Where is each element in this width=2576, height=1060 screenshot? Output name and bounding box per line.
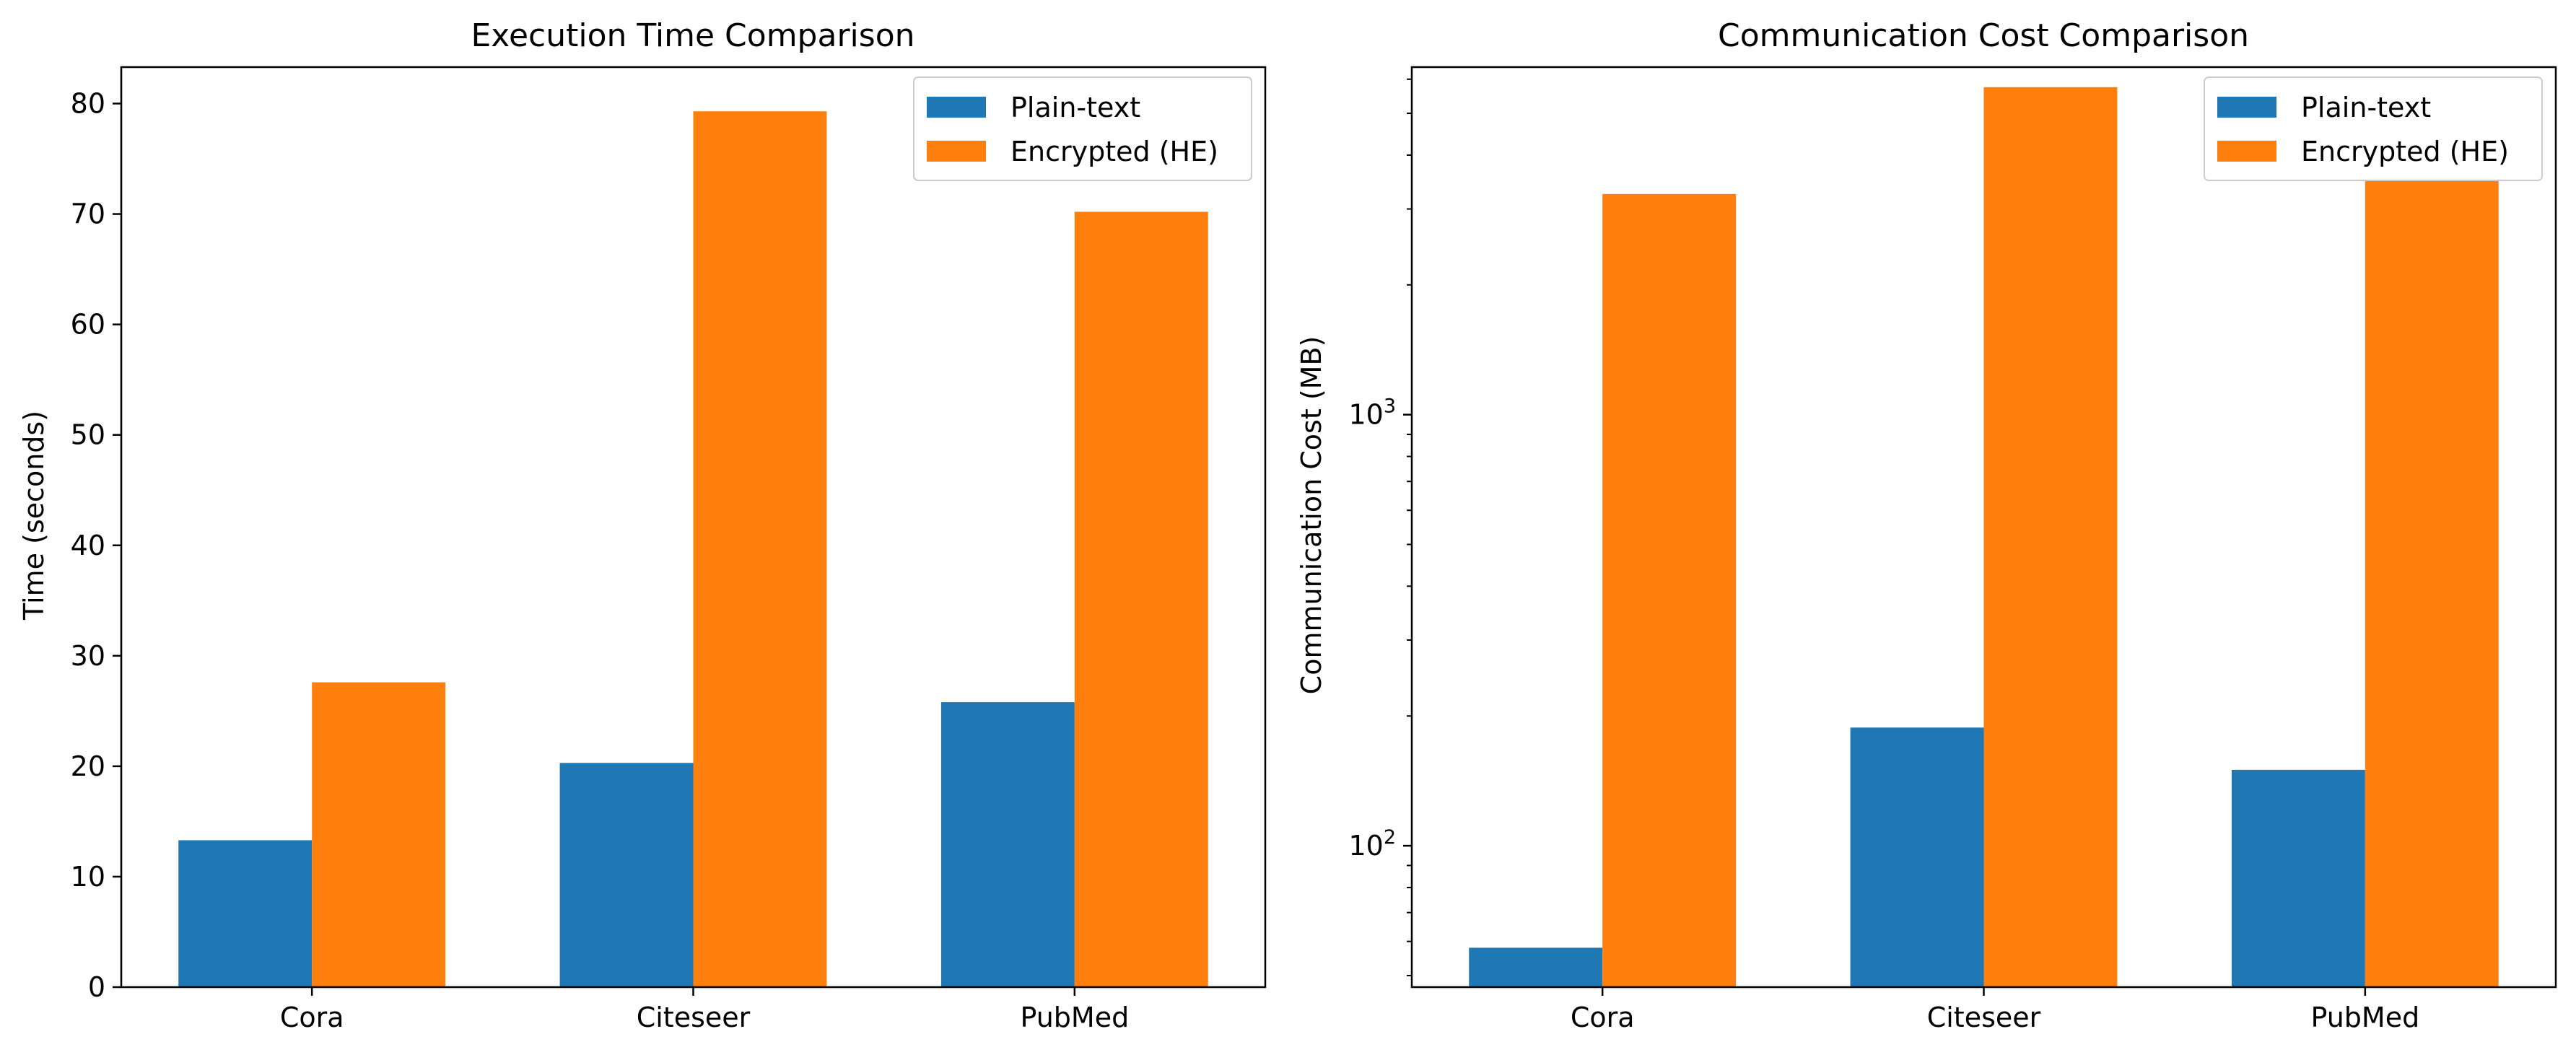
y-tick-label: 0 [88, 971, 105, 1003]
legend-label-plain-text: Plain-text [1010, 92, 1140, 123]
x-tick-label: Cora [1571, 1002, 1635, 1033]
bar-plain-text-pubmed [2231, 769, 2365, 987]
bar-plain-text-cora [178, 840, 313, 987]
x-tick-label: PubMed [2310, 1002, 2419, 1033]
legend-box [913, 76, 1252, 181]
legend-box [2204, 76, 2543, 181]
y-ticks: 0 10 20 30 40 50 60 70 80 [71, 88, 121, 1003]
bar-encrypted-he-pubmed [2365, 175, 2499, 988]
communication-cost-chart: Communication Cost Comparison Communicat… [1296, 17, 2557, 1033]
bar-plain-text-pubmed [940, 702, 1075, 987]
y-tick-label: 20 [71, 750, 105, 782]
x-tick-label: Cora [280, 1002, 344, 1033]
bar-encrypted-he-pubmed [1074, 211, 1208, 987]
plot-frame [1410, 66, 2557, 989]
bar-encrypted-he-cora [1602, 193, 1737, 987]
legend-swatch-encrypted [2217, 141, 2276, 162]
legend-swatch-encrypted [927, 141, 986, 162]
bar-encrypted-he-cora [312, 682, 446, 987]
plot-frame [120, 66, 1267, 989]
legend: Plain-text Encrypted (HE) [913, 76, 1252, 181]
y-tick-label: 50 [71, 419, 105, 451]
bars-group [1469, 87, 2499, 988]
y-axis-label: Communication Cost (MB) [1296, 336, 1327, 695]
legend: Plain-text Encrypted (HE) [2204, 76, 2543, 181]
y-tick-label: 103 [1348, 395, 1396, 431]
bar-encrypted-he-citeseer [693, 111, 827, 987]
bar-plain-text-cora [1469, 947, 1603, 987]
x-tick-label: Citeseer [637, 1002, 751, 1033]
bar-plain-text-citeseer [1850, 727, 1984, 987]
legend-label-encrypted: Encrypted (HE) [1010, 136, 1218, 167]
execution-time-chart: Execution Time Comparison Time (seconds)… [18, 17, 1267, 1033]
x-ticks: Cora Citeseer PubMed [280, 987, 1129, 1033]
x-tick-label: PubMed [1020, 1002, 1129, 1033]
legend-swatch-plain-text [2217, 97, 2276, 118]
x-tick-label: Citeseer [1927, 1002, 2041, 1033]
y-tick-label: 102 [1348, 826, 1396, 862]
legend-label-plain-text: Plain-text [2301, 92, 2431, 123]
y-tick-label: 80 [71, 88, 105, 120]
legend-label-encrypted: Encrypted (HE) [2301, 136, 2509, 167]
bar-plain-text-citeseer [559, 763, 694, 987]
chart-title: Communication Cost Comparison [1718, 17, 2249, 54]
y-tick-label: 10 [71, 861, 105, 893]
legend-swatch-plain-text [927, 97, 986, 118]
y-tick-label: 60 [71, 309, 105, 341]
y-axis-label: Time (seconds) [18, 411, 50, 621]
y-ticks: 102 103 [1348, 78, 1412, 976]
chart-title: Execution Time Comparison [471, 17, 914, 54]
bars-group [178, 111, 1208, 987]
y-tick-label: 70 [71, 198, 105, 230]
x-ticks: Cora Citeseer PubMed [1571, 987, 2419, 1033]
bar-encrypted-he-citeseer [1983, 87, 2118, 987]
y-tick-label: 30 [71, 640, 105, 672]
y-tick-label: 40 [71, 530, 105, 561]
